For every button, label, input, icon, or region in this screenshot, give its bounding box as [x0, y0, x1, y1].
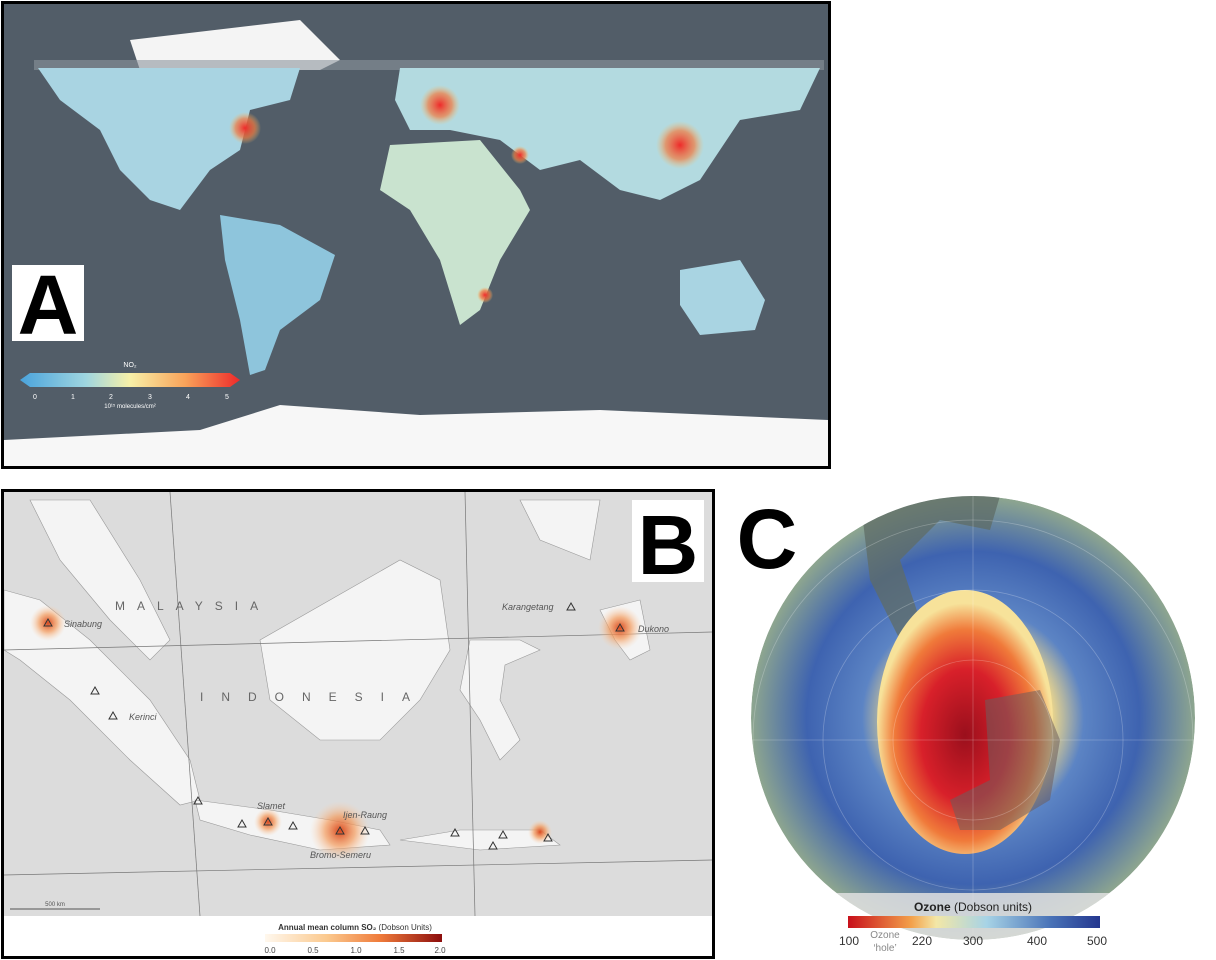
- hole-note: Ozone: [870, 930, 900, 941]
- volcano-markers: [43, 601, 625, 850]
- scale-label: 500 km: [45, 902, 65, 908]
- colorbar: [20, 373, 240, 387]
- tick-label: 400: [1027, 934, 1047, 948]
- legend-unit: (Dobson Units): [379, 923, 433, 932]
- tick-label: 300: [963, 934, 983, 948]
- legend-unit: (Dobson units): [954, 900, 1032, 914]
- legend-ticks: 0 1 2 3 4 5: [33, 394, 229, 401]
- colorbar: [265, 934, 442, 942]
- panel-label: A: [18, 258, 79, 352]
- legend-unit: 10¹⁵ molecules/cm²: [104, 403, 156, 410]
- land: [860, 496, 1000, 640]
- label-box: [12, 265, 84, 341]
- panel-a: A NO₂ 0 1 2 3 4 5 10¹⁵ molecules/cm²: [4, 4, 828, 466]
- volcano-label: Slamet: [257, 801, 286, 811]
- plume: [30, 605, 66, 641]
- tick-label: 100: [839, 934, 859, 948]
- greenland: [130, 20, 340, 70]
- panel-a-border: [1, 1, 831, 469]
- panel-label: C: [737, 492, 798, 586]
- tick-label: 2: [109, 394, 113, 401]
- australia: [680, 260, 765, 335]
- tick-label: 2.0: [434, 946, 446, 955]
- legend-title: Annual mean column SO₂ (Dobson Units): [278, 923, 432, 932]
- tick-label: 1.0: [350, 946, 362, 955]
- volcano-label: Dukono: [638, 624, 669, 634]
- tick-label: 4: [186, 394, 190, 401]
- volcano-label: Karangetang: [502, 602, 554, 612]
- plume: [598, 606, 642, 650]
- hotspot: [511, 146, 529, 164]
- plume: [254, 808, 282, 836]
- country-label: INDONESIA: [200, 690, 428, 704]
- antarctica: [950, 690, 1060, 830]
- africa: [380, 140, 530, 325]
- tick-label: 0: [33, 394, 37, 401]
- hotspot: [229, 112, 261, 144]
- volcano-label: Bromo-Semeru: [310, 850, 371, 860]
- plume: [310, 801, 370, 861]
- tick-label: 0.0: [264, 946, 276, 955]
- tick-label: 5: [225, 394, 229, 401]
- legend-title-text: Annual mean column SO₂: [278, 923, 377, 932]
- label-box: [632, 500, 704, 582]
- tick-label: 1: [71, 394, 75, 401]
- north-america: [38, 68, 300, 210]
- tick-label: 3: [148, 394, 152, 401]
- colorbar: [848, 916, 1100, 928]
- hole-note: ‘hole’: [873, 943, 896, 954]
- volcano-label: Ijen-Raung: [343, 810, 387, 820]
- hotspot: [420, 85, 460, 125]
- hotspot: [656, 121, 704, 169]
- legend-title: NO₂: [123, 362, 137, 369]
- tick-label: 1.5: [393, 946, 405, 955]
- tick-label: 0.5: [307, 946, 319, 955]
- legend-title: Ozone (Dobson units): [914, 900, 1032, 914]
- panel-label: B: [638, 498, 699, 592]
- south-america: [220, 215, 335, 375]
- panel-b: MALAYSIA INDONESIA Sinabung Kerinci Slam…: [4, 492, 712, 958]
- volcano-label: Sinabung: [64, 619, 102, 629]
- plume: [528, 820, 552, 844]
- legend-title-text: Ozone: [914, 900, 951, 914]
- antarctica: [4, 405, 828, 466]
- arctic-band: [34, 60, 824, 70]
- graticule: [751, 496, 1195, 940]
- country-label: MALAYSIA: [115, 599, 270, 613]
- graticule: [4, 492, 712, 916]
- tick-label: 500: [1087, 934, 1107, 948]
- panel-b-border: [1, 489, 715, 959]
- legend-ticks: 100 220 300 400 500: [839, 934, 1107, 948]
- panel-c: C Ozone (Dobson units) 100 220 300 400 5…: [737, 492, 1195, 954]
- tick-label: 220: [912, 934, 932, 948]
- hotspot: [477, 287, 493, 303]
- eurasia: [395, 68, 820, 200]
- volcano-label: Kerinci: [129, 712, 158, 722]
